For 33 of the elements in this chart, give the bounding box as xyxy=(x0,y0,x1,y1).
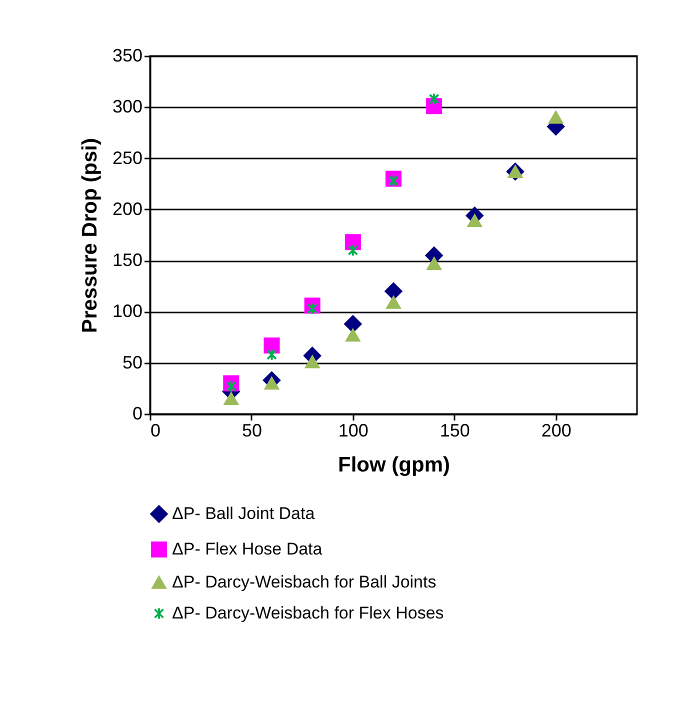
y-tick-label: 50 xyxy=(122,352,142,372)
point xyxy=(224,392,238,406)
y-tick-label: 150 xyxy=(112,250,142,270)
point xyxy=(548,111,564,124)
x-tick-label: 50 xyxy=(242,420,262,440)
x-tick-label: 200 xyxy=(541,420,572,440)
point xyxy=(426,257,442,270)
point xyxy=(384,282,402,300)
legend-label: ΔP- Ball Joint Data xyxy=(172,504,316,523)
point xyxy=(386,296,401,309)
point xyxy=(264,337,280,354)
point xyxy=(264,376,279,390)
point xyxy=(346,328,360,342)
y-tick-label: 100 xyxy=(112,301,142,322)
y-tick-label: 350 xyxy=(112,46,142,66)
legend-label: ΔP- Darcy-Weisbach for Flex Hoses xyxy=(172,604,444,622)
x-tick-label: 100 xyxy=(338,420,368,440)
point xyxy=(348,244,358,257)
x-tick-label: 150 xyxy=(440,420,470,440)
y-tick-label: 200 xyxy=(112,198,142,219)
y-tick-label: 0 xyxy=(132,404,142,424)
y-axis-title: Pressure Drop (psi) xyxy=(78,138,102,333)
point xyxy=(344,315,362,333)
x-tick-label: 0 xyxy=(150,420,161,440)
x-axis-title: Flow (gpm) xyxy=(338,454,450,476)
point xyxy=(305,355,320,368)
point xyxy=(266,348,277,361)
legend-label: ΔP- Darcy-Weisbach for Ball Joints xyxy=(172,572,436,592)
point xyxy=(428,92,440,106)
point xyxy=(467,214,482,228)
y-tick-label: 300 xyxy=(112,96,142,117)
legend-label: ΔP- Flex Hose Data xyxy=(172,540,323,558)
y-tick-label: 250 xyxy=(112,148,142,168)
